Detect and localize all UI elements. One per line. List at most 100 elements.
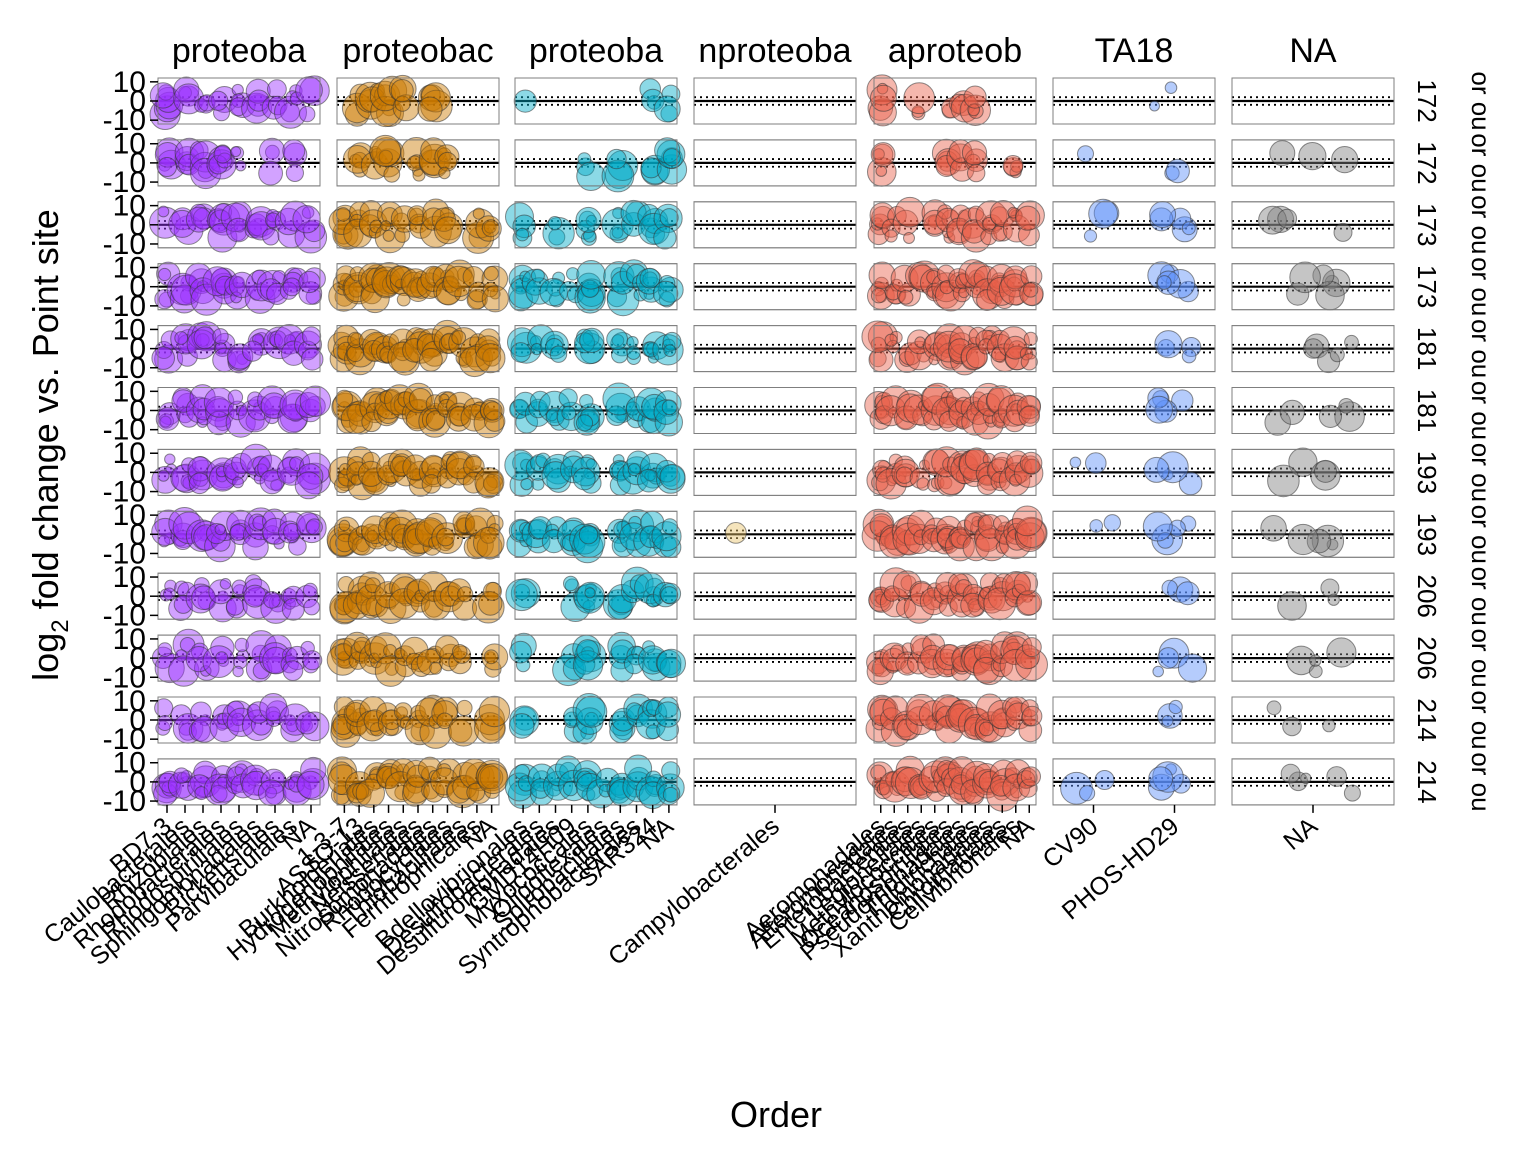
data-point xyxy=(531,477,545,491)
row-strip-label: 206 xyxy=(1412,575,1442,618)
row-strip-suffix: or ou xyxy=(1466,195,1496,254)
data-point xyxy=(1266,205,1295,233)
panel xyxy=(509,382,683,437)
data-point xyxy=(328,208,356,236)
data-point xyxy=(242,340,264,362)
data-point xyxy=(361,411,382,433)
data-point xyxy=(570,456,601,487)
data-point xyxy=(396,292,411,307)
data-point xyxy=(481,285,509,313)
panel xyxy=(508,259,684,317)
data-point xyxy=(530,343,543,356)
panel xyxy=(1052,261,1216,311)
data-point xyxy=(171,389,195,413)
panel xyxy=(867,138,1037,187)
panel xyxy=(154,693,330,744)
row-strip-label: 173 xyxy=(1412,265,1442,308)
data-point xyxy=(967,163,986,183)
data-point xyxy=(157,157,177,177)
data-point xyxy=(262,228,280,246)
data-point xyxy=(292,205,321,234)
data-point xyxy=(225,597,245,616)
panel xyxy=(868,567,1043,624)
data-point xyxy=(1164,81,1178,94)
data-point xyxy=(282,277,302,297)
data-point xyxy=(298,270,321,294)
panel xyxy=(149,200,328,254)
data-point xyxy=(422,207,446,231)
data-point xyxy=(335,207,351,222)
row-strip-label: 181 xyxy=(1412,327,1442,370)
data-point xyxy=(626,345,641,360)
panel xyxy=(693,634,857,682)
data-point xyxy=(1326,637,1357,668)
data-point xyxy=(906,329,932,355)
data-point xyxy=(230,146,242,158)
data-point xyxy=(579,394,594,409)
data-point xyxy=(663,344,677,358)
data-point xyxy=(725,522,747,544)
data-point xyxy=(633,287,648,302)
data-point xyxy=(870,142,896,167)
data-point xyxy=(294,471,323,500)
data-point xyxy=(297,340,318,361)
data-point xyxy=(295,76,323,104)
data-point xyxy=(585,214,598,227)
data-point xyxy=(235,160,247,172)
y-axis-title-rest: fold change vs. Point site xyxy=(25,209,66,619)
panel xyxy=(149,75,330,131)
data-point xyxy=(577,403,605,431)
data-point xyxy=(1018,405,1040,427)
data-point xyxy=(215,465,228,478)
data-point xyxy=(611,226,624,239)
data-point xyxy=(477,763,509,795)
panel xyxy=(151,628,323,687)
panel xyxy=(866,446,1044,500)
column-strip-label: proteobac xyxy=(342,32,493,70)
data-point xyxy=(1164,165,1180,181)
row-strip-suffix: or ou xyxy=(1466,257,1496,316)
data-point xyxy=(894,455,916,477)
data-point xyxy=(1277,208,1298,229)
data-point xyxy=(653,226,677,250)
data-point xyxy=(606,148,627,170)
panel xyxy=(508,693,682,745)
panel xyxy=(1231,201,1395,249)
panel xyxy=(328,446,505,501)
data-point xyxy=(299,385,332,417)
data-point xyxy=(642,341,660,358)
data-point xyxy=(639,267,661,289)
data-point xyxy=(1260,515,1287,542)
data-point xyxy=(658,291,676,308)
data-point xyxy=(296,463,324,491)
data-point xyxy=(640,157,662,179)
panel xyxy=(336,134,500,187)
data-point xyxy=(636,468,661,493)
panel xyxy=(151,321,324,374)
panel xyxy=(513,77,681,125)
data-point xyxy=(436,147,452,163)
panel xyxy=(514,137,688,193)
data-point xyxy=(436,527,455,547)
row-strip-suffix: or ou xyxy=(1466,505,1496,564)
data-point xyxy=(245,78,271,104)
panel xyxy=(1052,572,1216,620)
panel xyxy=(505,566,682,623)
data-point xyxy=(239,443,273,476)
data-point xyxy=(654,408,683,437)
data-point xyxy=(1021,637,1042,658)
data-point xyxy=(190,283,223,316)
data-point xyxy=(577,410,600,433)
panel xyxy=(861,320,1038,376)
panel xyxy=(693,696,857,744)
data-point xyxy=(1093,200,1120,226)
panel xyxy=(326,756,509,809)
panel xyxy=(693,510,857,558)
data-point xyxy=(258,160,284,186)
data-point xyxy=(258,137,286,165)
data-point xyxy=(380,220,392,232)
data-point xyxy=(232,476,244,489)
panel xyxy=(1052,696,1216,744)
data-point xyxy=(561,405,577,421)
data-point xyxy=(1329,347,1345,363)
